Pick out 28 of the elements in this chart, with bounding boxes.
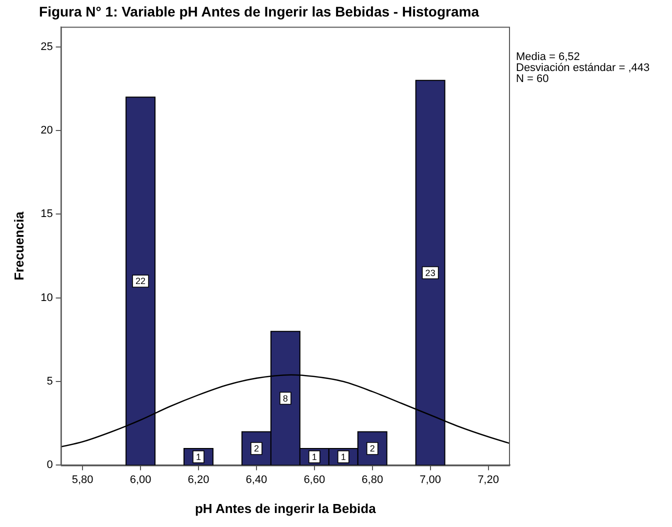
data-label: 22	[136, 276, 146, 286]
x-tick-label: 5,80	[72, 474, 94, 486]
text: Desviación estándar = ,443	[516, 62, 650, 74]
data-label: 1	[340, 452, 346, 462]
x-tick-label: 6,40	[246, 474, 268, 486]
data-label: 2	[254, 443, 259, 454]
x-tick-label: 6,20	[188, 474, 210, 486]
x-tick-label: 7,20	[478, 474, 499, 486]
x-tick-label: 7,00	[420, 474, 442, 486]
y-tick-label: 25	[40, 40, 53, 53]
y-tick-label: 15	[40, 208, 53, 220]
data-label: 8	[282, 393, 288, 404]
data-label: 23	[425, 268, 436, 278]
x-tick-label: 6,60	[304, 474, 326, 486]
y-tick-label: 20	[40, 124, 53, 137]
y-tick-label: 10	[40, 292, 53, 304]
chart-title: Figura N° 1: Variable pH Antes de Ingerir las Bebidas - Histograma	[39, 3, 480, 20]
y-tick-label: 0	[46, 459, 53, 472]
y-tick-label: 5	[46, 376, 53, 388]
text: N = 60	[516, 73, 550, 85]
data-label: 1	[312, 452, 317, 462]
x-axis-title: pH Antes de ingerir la Bebida	[194, 500, 377, 516]
y-axis-title: Frecuencia	[11, 210, 26, 280]
x-tick-label: 6,00	[130, 474, 152, 486]
data-label: 1	[196, 452, 201, 462]
data-label: 2	[370, 443, 375, 454]
text: Media = 6,52	[516, 51, 580, 63]
x-tick-label: 6,80	[362, 474, 384, 486]
